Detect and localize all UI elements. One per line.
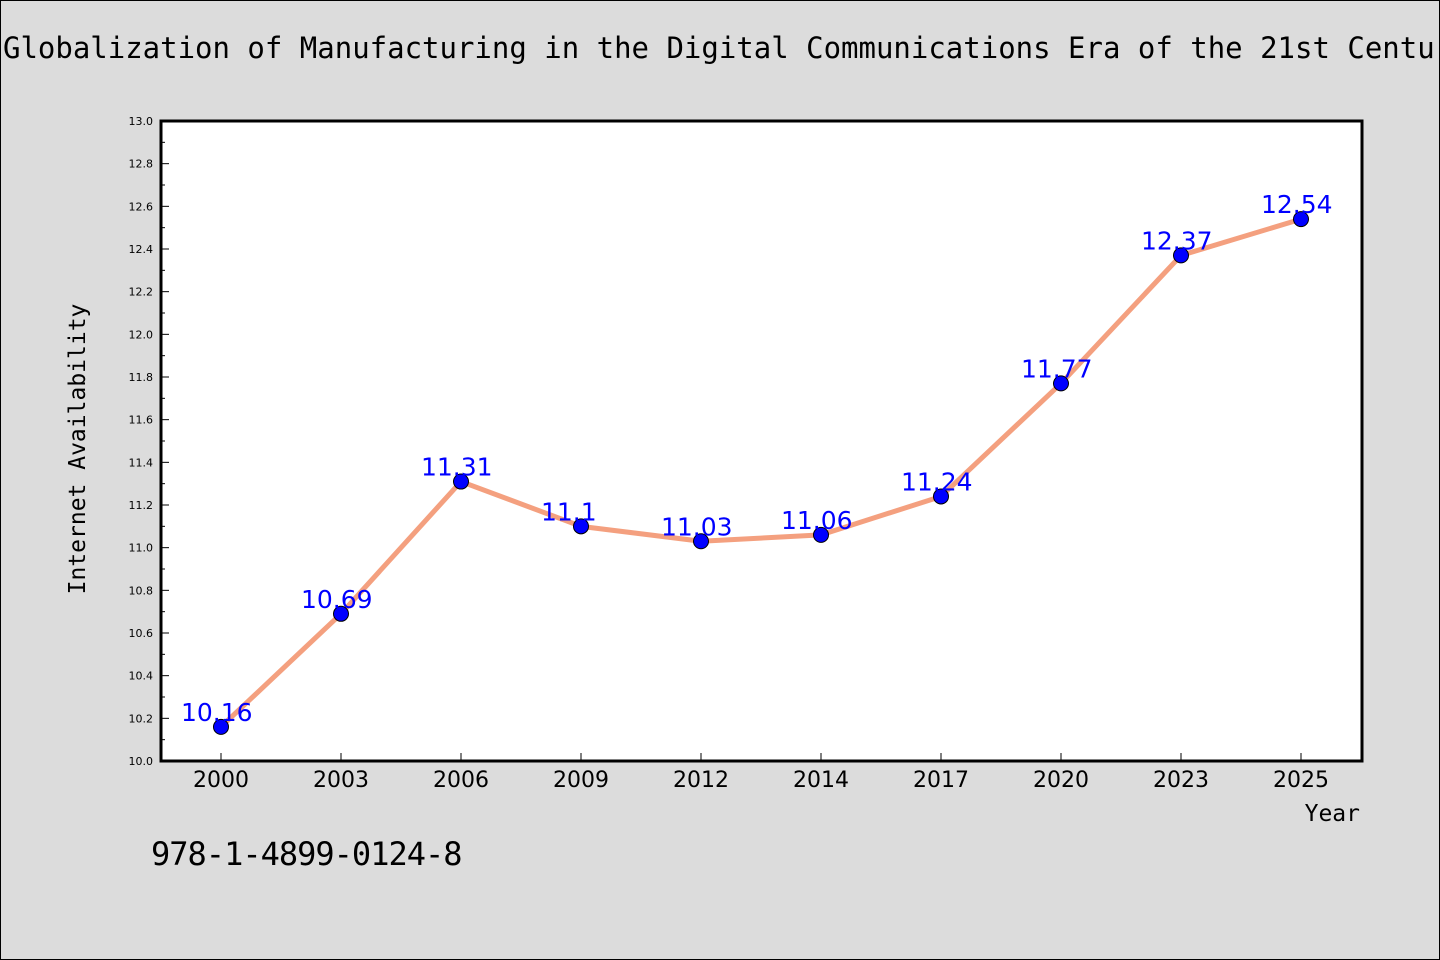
y-tick-label: 13.0	[129, 115, 154, 128]
data-point	[693, 533, 709, 550]
x-axis-label: Year	[1305, 801, 1360, 827]
data-label: 11.06	[781, 506, 853, 535]
data-point	[213, 718, 229, 735]
data-point	[813, 526, 829, 543]
y-tick-label: 11.4	[129, 456, 154, 469]
y-tick-label: 12.0	[129, 328, 154, 341]
x-tick-label: 2014	[793, 768, 849, 793]
data-label: 12.54	[1261, 190, 1333, 219]
data-label: 11.31	[421, 453, 493, 482]
data-labels: 10.16 10.69 11.31 11.1 11.03 11.06 11.24 11.77 1…	[181, 190, 1333, 727]
y-tick-label: 10.4	[129, 670, 154, 683]
y-tick-label: 12.2	[129, 286, 154, 299]
y-tick-label: 10.8	[129, 584, 154, 597]
data-point	[933, 488, 949, 505]
data-point	[453, 473, 469, 490]
data-label: 11.24	[901, 467, 973, 496]
y-tick-label: 10.0	[129, 755, 154, 768]
data-label: 10.16	[181, 698, 253, 727]
isbn-text: 978-1-4899-0124-8	[151, 835, 463, 873]
y-tick-label: 12.4	[129, 243, 154, 256]
x-axis-ticks: 2000 2003 2006 2009 2012 2014 2017 2020 2023 2025	[193, 753, 1329, 793]
plot-area	[161, 121, 1362, 761]
y-axis-label: Internet Availability	[65, 304, 91, 595]
x-tick-label: 2020	[1033, 768, 1089, 793]
data-point	[573, 518, 589, 535]
x-tick-label: 2003	[313, 768, 369, 793]
data-point	[1053, 375, 1069, 392]
x-tick-label: 2025	[1273, 768, 1329, 793]
series-line	[219, 216, 1302, 729]
data-point	[1173, 247, 1189, 264]
x-tick-label: 2012	[673, 768, 729, 793]
data-label: 11.03	[661, 512, 733, 541]
x-tick-label: 2000	[193, 768, 249, 793]
data-label: 11.1	[541, 497, 597, 526]
x-tick-label: 2023	[1153, 768, 1209, 793]
data-label: 12.37	[1141, 226, 1213, 255]
data-markers	[213, 211, 1309, 735]
y-tick-label: 11.6	[129, 414, 154, 427]
y-axis-ticks: 10.0 10.2 10.4 10.6 10.8 11.0 11.2 11.4 11.6 11.8…	[129, 115, 169, 768]
plot-frame	[159, 119, 1364, 763]
data-point	[333, 605, 349, 622]
y-tick-label: 12.8	[129, 158, 154, 171]
data-label: 11.77	[1021, 354, 1093, 383]
y-tick-label: 11.0	[129, 542, 154, 555]
y-tick-label: 10.6	[129, 627, 154, 640]
y-tick-label: 11.2	[129, 499, 154, 512]
x-tick-label: 2017	[913, 768, 969, 793]
data-label: 10.69	[301, 585, 373, 614]
y-tick-label: 12.6	[129, 200, 154, 213]
y-tick-label: 11.8	[129, 371, 154, 384]
x-tick-label: 2009	[553, 768, 609, 793]
y-tick-label: 10.2	[129, 712, 154, 725]
data-point	[1293, 211, 1309, 228]
chart-title: Globalization of Manufacturing in the Di…	[3, 31, 1440, 65]
x-tick-label: 2006	[433, 768, 489, 793]
